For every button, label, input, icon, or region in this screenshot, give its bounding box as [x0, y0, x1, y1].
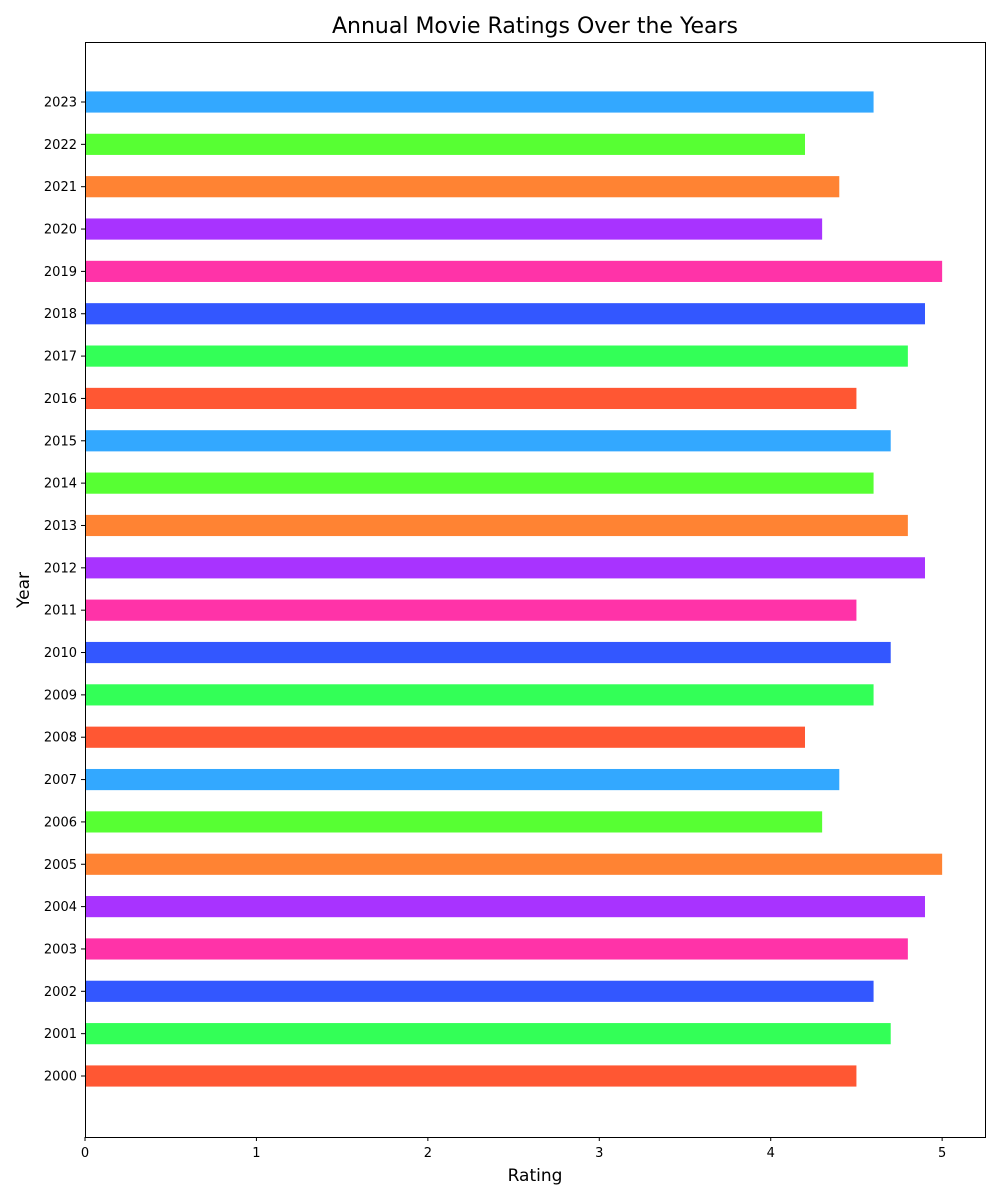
bar-2017 — [85, 345, 908, 367]
bar-2022 — [85, 133, 805, 155]
y-tick-label-2005: 2005 — [44, 858, 77, 873]
plot-frame — [85, 42, 986, 1138]
y-tick-label-2015: 2015 — [44, 434, 77, 449]
y-tick-label-2016: 2016 — [44, 392, 77, 407]
y-tick-label-2011: 2011 — [44, 604, 77, 619]
y-tick-label-2017: 2017 — [44, 350, 77, 365]
x-tick-label-3: 3 — [595, 1146, 603, 1161]
x-tick-label-4: 4 — [767, 1146, 775, 1161]
bar-2021 — [85, 176, 840, 198]
y-tick-label-2006: 2006 — [44, 815, 77, 830]
x-tick-label-1: 1 — [252, 1146, 260, 1161]
bar-2020 — [85, 218, 823, 240]
bar-2018 — [85, 303, 925, 325]
y-axis-ticks: 2000 2001 2002 2003 2004 2005 2006 2007 2008 2009… — [44, 96, 85, 1085]
y-tick-label-2018: 2018 — [44, 307, 77, 322]
bar-2006 — [85, 811, 823, 833]
bar-2003 — [85, 938, 908, 960]
y-tick-label-2004: 2004 — [44, 900, 77, 915]
chart-title: Annual Movie Ratings Over the Years — [332, 14, 738, 39]
x-tick-label-2: 2 — [424, 1146, 432, 1161]
y-tick-label-2008: 2008 — [44, 731, 77, 746]
y-tick-label-2012: 2012 — [44, 561, 77, 576]
y-tick-label-2021: 2021 — [44, 180, 77, 195]
bar-2008 — [85, 726, 805, 748]
y-tick-label-2014: 2014 — [44, 477, 77, 492]
bar-2004 — [85, 896, 925, 918]
x-tick-label-0: 0 — [81, 1146, 89, 1161]
bar-2019 — [85, 260, 943, 282]
bar-2011 — [85, 599, 857, 621]
y-tick-label-2010: 2010 — [44, 646, 77, 661]
bar-2005 — [85, 853, 943, 875]
y-tick-label-2007: 2007 — [44, 773, 77, 788]
bar-2009 — [85, 684, 874, 706]
x-axis-ticks: 0 1 2 3 4 5 — [81, 1137, 946, 1161]
bar-2015 — [85, 430, 891, 452]
y-tick-label-2019: 2019 — [44, 265, 77, 280]
bar-2007 — [85, 768, 840, 791]
y-tick-label-2013: 2013 — [44, 519, 77, 534]
bar-2000 — [85, 1065, 857, 1087]
y-tick-label-2003: 2003 — [44, 942, 77, 957]
y-axis-label: Year — [14, 572, 34, 609]
y-tick-label-2009: 2009 — [44, 688, 77, 703]
bar-2010 — [85, 641, 891, 664]
bar-2001 — [85, 1023, 891, 1045]
y-tick-label-2022: 2022 — [44, 138, 77, 153]
bar-2013 — [85, 514, 908, 537]
y-tick-label-2002: 2002 — [44, 985, 77, 1000]
bar-2002 — [85, 980, 874, 1002]
x-tick-label-5: 5 — [938, 1146, 946, 1161]
y-tick-label-2020: 2020 — [44, 223, 77, 238]
bar-2014 — [85, 472, 874, 494]
bars-layer — [85, 91, 943, 1087]
y-tick-label-2000: 2000 — [44, 1070, 77, 1085]
bar-2023 — [85, 91, 874, 113]
y-tick-label-2001: 2001 — [44, 1027, 77, 1042]
y-tick-label-2023: 2023 — [44, 96, 77, 111]
x-axis-label: Rating — [508, 1166, 563, 1186]
bar-2012 — [85, 557, 925, 579]
bar-2016 — [85, 387, 857, 410]
